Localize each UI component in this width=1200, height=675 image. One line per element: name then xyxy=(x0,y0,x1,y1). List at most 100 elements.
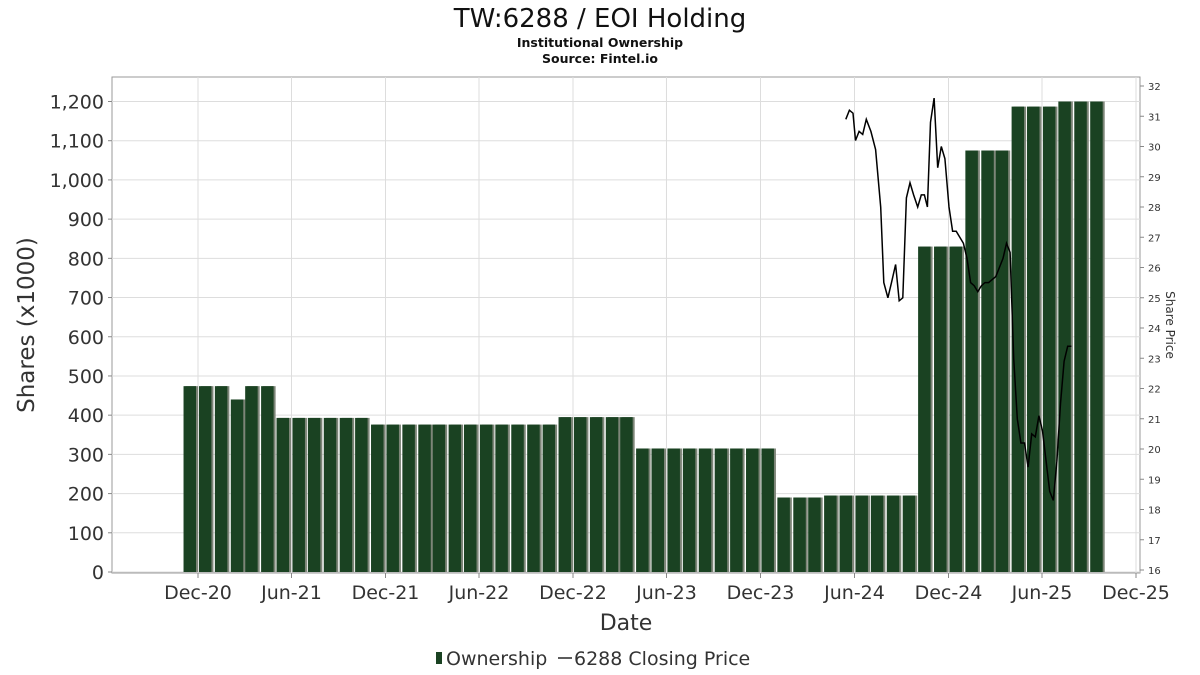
ownership-bar xyxy=(918,246,931,572)
ownership-bar xyxy=(995,150,1009,572)
x-tick-label: Dec-25 xyxy=(1102,582,1170,604)
chart-subtitle: Institutional Ownership xyxy=(517,35,683,50)
y2-tick-label: 23 xyxy=(1148,354,1161,365)
x-tick-label: Jun-21 xyxy=(260,582,322,604)
y-tick-label: 700 xyxy=(68,288,104,310)
ownership-bar xyxy=(542,424,556,572)
ownership-bar xyxy=(1042,106,1056,573)
ownership-bar xyxy=(886,495,900,572)
ownership-bar xyxy=(902,495,916,572)
ownership-bar xyxy=(636,448,649,572)
ownership-bar xyxy=(307,417,321,572)
y-tick-label: 400 xyxy=(68,405,104,427)
ownership-bar xyxy=(934,246,947,572)
ownership-bar xyxy=(1011,106,1025,573)
y-tick-label: 100 xyxy=(68,523,104,545)
x-tick-label: Jun-22 xyxy=(448,582,510,604)
ownership-bar xyxy=(479,424,493,572)
ownership-bar xyxy=(292,417,305,572)
x-tick-label: Dec-20 xyxy=(164,582,232,604)
chart-title: TW:6288 / EOI Holding xyxy=(453,4,747,34)
ownership-bar xyxy=(448,424,462,572)
ownership-bar xyxy=(261,386,274,572)
ownership-bar xyxy=(698,448,712,572)
y2-tick-label: 25 xyxy=(1148,294,1161,305)
y-tick-label: 1,200 xyxy=(50,92,104,114)
x-axis: Dec-20 Jun-21 Dec-21 Jun-22 Dec-22 Jun-23 Dec-… xyxy=(164,573,1170,604)
ownership-bar xyxy=(965,150,978,572)
ownership-bar xyxy=(371,424,384,572)
x-tick-label: Jun-24 xyxy=(823,582,885,604)
legend: Ownership 6288 Closing Price xyxy=(436,648,750,670)
ownership-bar xyxy=(870,495,884,572)
ownership-bar xyxy=(949,246,962,572)
ownership-bar xyxy=(230,399,244,572)
ownership-bar xyxy=(667,448,680,572)
y-axis-left: 0 100 200 300 400 500 600 700 800 900 1,000 1,100 1,… xyxy=(50,92,112,584)
chart-source: Source: Fintel.io xyxy=(542,51,658,66)
y2-tick-label: 28 xyxy=(1148,203,1161,214)
y2-tick-label: 30 xyxy=(1148,143,1161,154)
ownership-bar xyxy=(839,495,853,572)
ownership-bar xyxy=(855,495,868,572)
y-axis-label: Shares (x1000) xyxy=(14,237,40,413)
y-tick-label: 300 xyxy=(68,444,104,466)
y2-tick-label: 24 xyxy=(1148,324,1161,335)
ownership-bar xyxy=(495,424,508,572)
ownership-bar xyxy=(355,417,368,572)
ownership-bar xyxy=(682,448,696,572)
y-tick-label: 1,100 xyxy=(50,131,104,153)
x-tick-label: Dec-24 xyxy=(915,582,983,604)
y2-tick-label: 21 xyxy=(1148,415,1161,426)
x-tick-label: Jun-23 xyxy=(635,582,697,604)
ownership-bar xyxy=(323,417,337,572)
ownership-bar xyxy=(527,424,540,572)
legend-ownership-label: Ownership xyxy=(446,648,547,670)
x-tick-label: Dec-21 xyxy=(352,582,420,604)
ownership-bar xyxy=(511,424,524,572)
y2-tick-label: 31 xyxy=(1148,112,1161,123)
y2-tick-label: 29 xyxy=(1148,173,1161,184)
ownership-bar xyxy=(386,424,399,572)
x-tick-label: Dec-23 xyxy=(727,582,795,604)
legend-price-label: 6288 Closing Price xyxy=(574,648,750,670)
y2-tick-label: 16 xyxy=(1148,566,1161,577)
ownership-bar xyxy=(558,417,572,572)
y-tick-label: 1,000 xyxy=(50,170,104,192)
ownership-bar xyxy=(651,448,665,572)
y2-tick-label: 18 xyxy=(1148,506,1161,517)
price-line xyxy=(845,97,1072,501)
y2-tick-label: 20 xyxy=(1148,445,1161,456)
ownership-bar xyxy=(1027,106,1040,573)
ownership-bar xyxy=(620,417,633,572)
ownership-bar xyxy=(573,417,587,572)
y2-tick-label: 27 xyxy=(1148,233,1161,244)
ownership-bar xyxy=(714,448,728,572)
y-tick-label: 0 xyxy=(92,562,104,584)
y-tick-label: 200 xyxy=(68,484,104,506)
ownership-bar xyxy=(1058,101,1071,572)
ownership-bar xyxy=(730,448,743,572)
ownership-bar xyxy=(793,497,806,572)
ownership-bar xyxy=(276,417,290,572)
y-axis-right: 16 17 18 19 20 21 22 23 24 25 26 27 28 29 30 31 32 xyxy=(1140,82,1161,577)
ownership-bar xyxy=(432,424,446,572)
y2-tick-label: 17 xyxy=(1148,536,1161,547)
ownership-bar xyxy=(214,386,228,572)
legend-ownership-swatch xyxy=(436,652,442,664)
x-tick-label: Jun-25 xyxy=(1011,582,1073,604)
ownership-bar xyxy=(464,424,477,572)
ownership-bar xyxy=(1074,101,1087,572)
y-tick-label: 500 xyxy=(68,366,104,388)
ownership-bar xyxy=(402,424,415,572)
ownership-bars xyxy=(183,101,1105,573)
ownership-bar xyxy=(761,448,774,572)
ownership-bar xyxy=(981,150,994,572)
ownership-bar xyxy=(824,495,837,572)
ownership-bar xyxy=(1090,101,1103,572)
ownership-bar xyxy=(183,386,197,572)
ownership-bar xyxy=(198,386,212,572)
ownership-bar xyxy=(605,417,619,572)
ownership-bar xyxy=(777,497,790,572)
